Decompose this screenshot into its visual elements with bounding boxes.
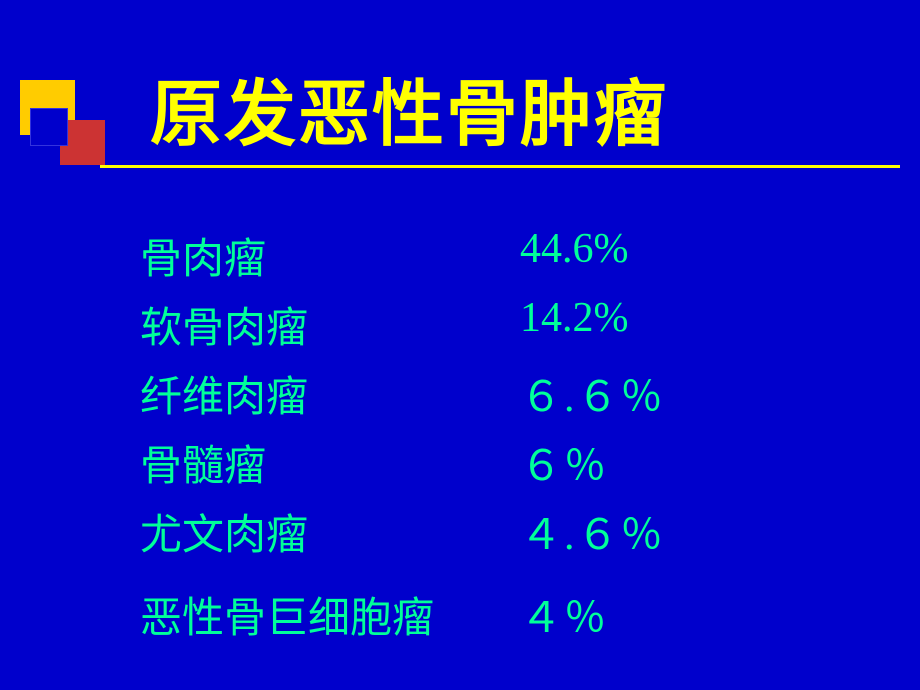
row-label: 尤文肉瘤: [140, 501, 520, 562]
row-value: ４.６％: [520, 501, 665, 562]
list-row: 骨肉瘤 44.6%: [140, 225, 665, 286]
row-label: 恶性骨巨细胞瘤: [140, 584, 520, 645]
decoration-square-blue: [30, 108, 68, 146]
list-row: 恶性骨巨细胞瘤 ４％: [140, 584, 665, 645]
list-row: 软骨肉瘤 14.2%: [140, 294, 665, 355]
title-underline: [100, 165, 900, 168]
row-label: 骨肉瘤: [140, 225, 520, 286]
row-value: 44.6%: [520, 225, 629, 286]
row-value: ６％: [520, 432, 608, 493]
slide-title: 原发恶性骨肿瘤: [150, 55, 668, 160]
content-list: 骨肉瘤 44.6% 软骨肉瘤 14.2% 纤维肉瘤 ６.６％ 骨髓瘤 ６％ 尤文…: [140, 225, 665, 653]
row-label: 骨髓瘤: [140, 432, 520, 493]
list-row: 纤维肉瘤 ６.６％: [140, 363, 665, 424]
corner-decoration: [20, 80, 110, 170]
row-value: ６.６％: [520, 363, 665, 424]
row-value: 14.2%: [520, 294, 629, 355]
row-label: 纤维肉瘤: [140, 363, 520, 424]
list-row: 骨髓瘤 ６％: [140, 432, 665, 493]
row-value: ４％: [520, 584, 608, 645]
list-row: 尤文肉瘤 ４.６％: [140, 501, 665, 562]
row-label: 软骨肉瘤: [140, 294, 520, 355]
